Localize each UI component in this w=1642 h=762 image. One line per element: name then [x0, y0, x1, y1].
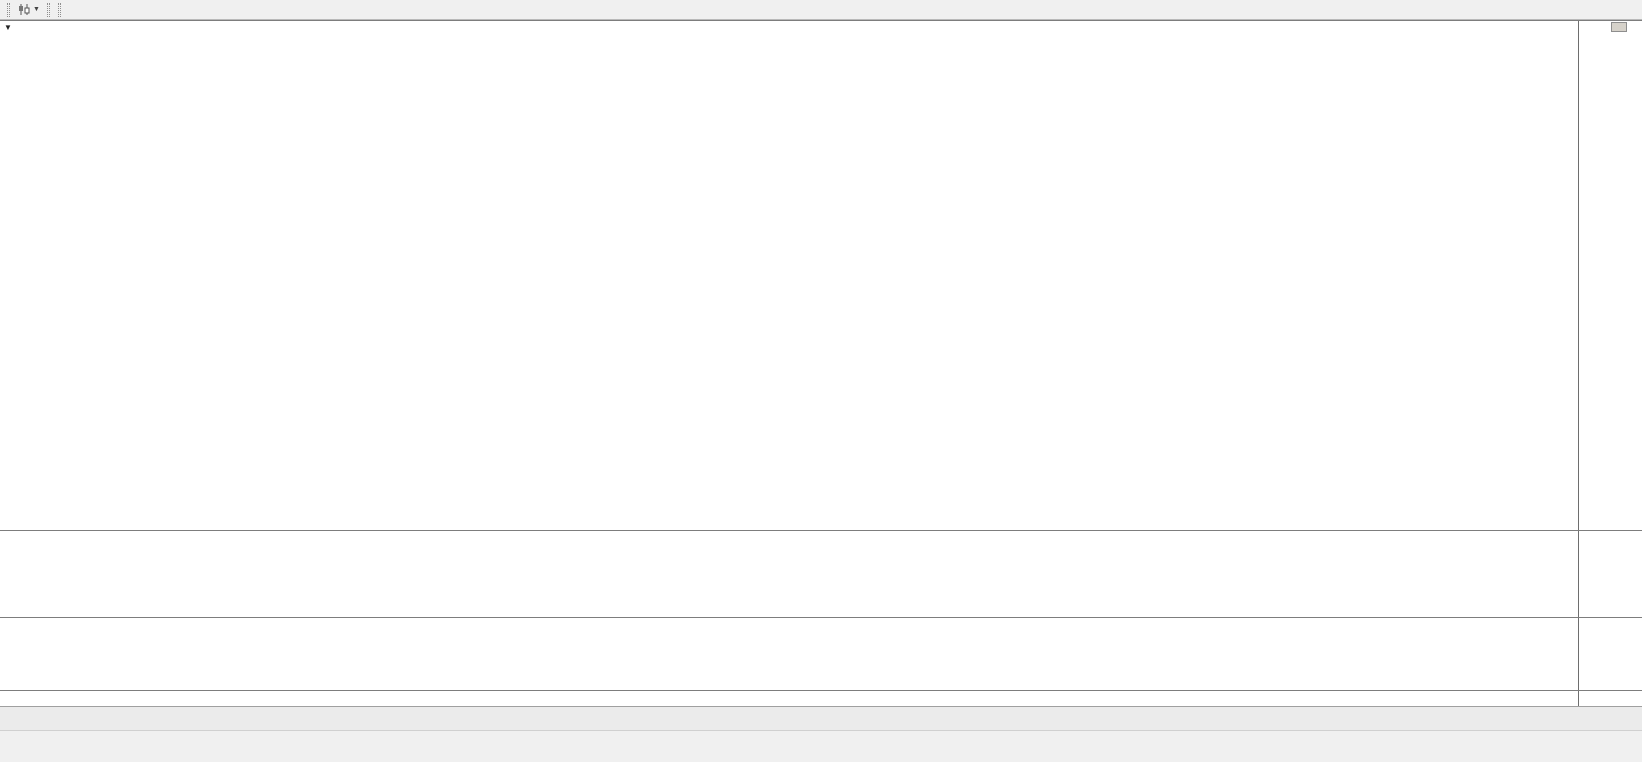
main-axis[interactable]: [1578, 21, 1642, 530]
rsi-pane: [0, 530, 1642, 617]
main-plot[interactable]: ▼: [0, 21, 1578, 530]
main-pane: ▼: [0, 21, 1642, 530]
toolbar-grip-2[interactable]: [46, 2, 50, 17]
macd-plot[interactable]: [0, 618, 1578, 690]
rsi-axis[interactable]: [1578, 531, 1642, 617]
rsi-plot[interactable]: [0, 531, 1578, 617]
xaxis-corner: [1578, 691, 1642, 706]
chart-window: ▼: [0, 20, 1642, 706]
time-axis-row: [0, 690, 1642, 706]
macd-pane: [0, 617, 1642, 690]
toolbar-grip-3[interactable]: [57, 2, 61, 17]
top-toolbar: ▼: [0, 0, 1642, 20]
toolbar-grip[interactable]: [7, 2, 10, 17]
status-bar: [0, 730, 1642, 762]
one-click-trading-icon[interactable]: ▼: [4, 23, 12, 32]
chevron-down-icon: ▼: [33, 6, 40, 13]
xaxis-plot[interactable]: [0, 691, 1578, 706]
chart-tabs-bar: [0, 706, 1642, 730]
chart-corner-button[interactable]: [1611, 22, 1627, 32]
chart-title: ▼: [4, 23, 26, 32]
macd-axis[interactable]: [1578, 618, 1642, 690]
chart-type-button[interactable]: ▼: [14, 2, 43, 18]
candlestick-chart-icon: [19, 4, 30, 15]
